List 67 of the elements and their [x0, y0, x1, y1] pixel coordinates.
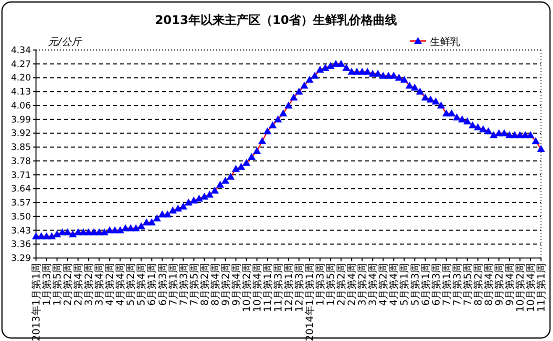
x-tick-label: 3月第2周: [356, 263, 369, 306]
x-tick-label: 3月第4周: [94, 263, 106, 306]
x-tick-label: 10月第2周: [240, 263, 253, 312]
x-tick-label: 7月第3周: [451, 263, 464, 306]
x-tick-label: 5月第3周: [409, 263, 422, 306]
y-tick-label: 4.06: [10, 101, 32, 112]
x-tick-label: 2月第4周: [72, 263, 85, 306]
x-tick-label: 6月第3周: [430, 263, 442, 306]
x-tick-label: 10月第4周: [524, 263, 537, 312]
x-tick-label: 3月第4周: [367, 263, 380, 306]
x-tick-label: 11月第3周: [272, 263, 284, 312]
x-tick-label: 10月第4周: [251, 263, 264, 312]
x-tick-label: 2月第2周: [336, 263, 348, 306]
y-tick-label: 3.36: [10, 240, 32, 250]
x-tick-label: 8月第4周: [209, 263, 222, 306]
x-tick-label: 1月第5周: [52, 263, 64, 306]
x-tick-label: 9月第4周: [230, 263, 242, 306]
x-tick-label: 9月第4周: [504, 263, 516, 306]
x-tick-label: 5月第4周: [136, 263, 148, 306]
x-tick-label: 5月第2周: [125, 263, 138, 306]
x-tick-label: 11月第1周: [536, 263, 548, 312]
x-tick-label: 12月第3周: [294, 263, 306, 312]
y-tick-label: 3.78: [10, 156, 32, 167]
x-tick-label: 1月第3周: [41, 263, 54, 306]
y-tick-label: 3.99: [10, 115, 32, 126]
legend-label: 生鲜乳: [430, 36, 460, 48]
x-tick-label: 6月第1周: [146, 263, 158, 306]
x-tick-label: 2月第4周: [346, 263, 358, 306]
x-tick-label: 4月第2周: [104, 263, 116, 306]
x-tick-label: 9月第2周: [220, 263, 232, 306]
x-tick-label: 1月第3周: [314, 263, 327, 306]
x-tick-label: 8月第2周: [198, 263, 211, 306]
y-tick-label: 3.57: [10, 198, 31, 209]
x-tick-label: 9月第2周: [493, 263, 506, 306]
y-tick-label: 4.20: [10, 74, 32, 84]
x-tick-label: 7月第5周: [462, 263, 474, 306]
x-tick-label: 4月第4周: [388, 263, 400, 306]
x-tick-label: 6月第3周: [156, 263, 169, 306]
x-tick-label: 8月第2周: [472, 263, 484, 306]
y-tick-label: 3.29: [10, 254, 32, 264]
y-tick-label: 4.13: [10, 88, 31, 98]
x-tick-label: 2月第2周: [62, 263, 74, 306]
x-tick-label: 6月第1周: [420, 263, 432, 306]
x-tick-label: 8月第4周: [482, 263, 495, 306]
y-tick-label: 4.27: [10, 60, 31, 70]
x-tick-label: 7月第1周: [440, 263, 453, 306]
x-tick-label: 11月第1周: [262, 263, 274, 312]
x-tick-label: 5月第1周: [398, 263, 411, 306]
y-tick-label: 3.71: [10, 170, 31, 181]
x-tick-label: 7月第3周: [178, 263, 190, 306]
x-tick-label: 4月第4周: [114, 263, 127, 306]
x-tick-label: 7月第5周: [188, 263, 200, 306]
y-tick-label: 3.50: [10, 212, 32, 222]
x-tick-label: 1月第5周: [325, 263, 338, 306]
y-tick-label: 3.43: [10, 226, 31, 236]
y-tick-label: 3.64: [10, 184, 32, 195]
x-tick-label: 10月第2周: [514, 263, 526, 312]
x-tick-label: 3月第2周: [83, 263, 96, 306]
chart-title: 2013年以来主产区（10省）生鲜乳价格曲线: [154, 13, 398, 27]
x-tick-label: 12月第1周: [283, 263, 295, 312]
x-tick-label: 4月第2周: [378, 263, 390, 306]
legend: 生鲜乳: [410, 37, 460, 48]
y-tick-label: 3.92: [10, 129, 31, 140]
y-axis-title: 元/公斤: [48, 36, 82, 48]
y-tick-label: 4.34: [10, 46, 32, 56]
y-tick-label: 3.85: [10, 143, 31, 154]
x-tick-label: 7月第1周: [167, 263, 180, 306]
